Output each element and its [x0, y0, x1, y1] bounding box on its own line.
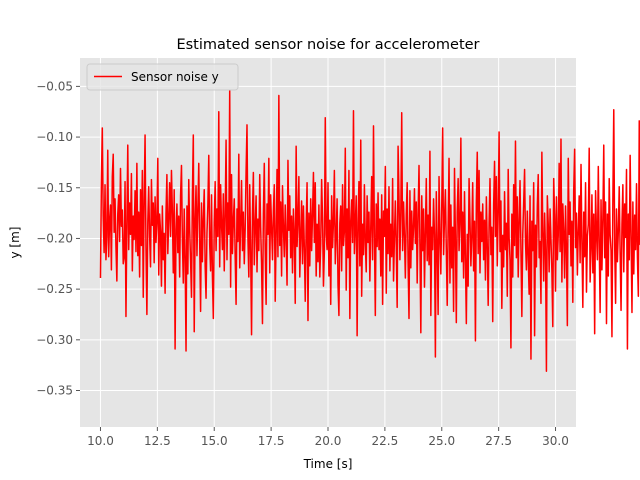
- x-tick-label: 30.0: [542, 434, 569, 448]
- legend: Sensor noise y: [86, 63, 239, 91]
- y-tick-label: −0.25: [36, 282, 73, 296]
- y-tick-label: −0.10: [36, 130, 73, 144]
- x-tick-label: 15.0: [201, 434, 228, 448]
- x-tick-label: 27.5: [485, 434, 512, 448]
- x-tick-label: 22.5: [372, 434, 399, 448]
- series-line-sensor-noise-y: [99, 89, 640, 372]
- chart-title: Estimated sensor noise for accelerometer: [176, 37, 479, 53]
- y-tick-label: −0.30: [36, 333, 73, 347]
- x-tick-label: 17.5: [258, 434, 285, 448]
- legend-label: Sensor noise y: [131, 70, 219, 84]
- x-tick-label: 20.0: [315, 434, 342, 448]
- y-tick-label: −0.15: [36, 181, 73, 195]
- y-tick-label: −0.05: [36, 79, 73, 93]
- y-axis-title: y [m]: [8, 227, 22, 259]
- axis-ticks: 10.0 12.5 15.0 17.5 20.0 22.5 25.0 27.5 30.0 −0.3…: [36, 79, 569, 448]
- x-tick-label: 10.0: [87, 434, 114, 448]
- series-layer: [99, 89, 640, 372]
- x-tick-label: 12.5: [144, 434, 171, 448]
- y-tick-label: −0.35: [36, 384, 73, 398]
- x-tick-label: 25.0: [428, 434, 455, 448]
- legend-box: [86, 63, 239, 91]
- y-tick-label: −0.20: [36, 231, 73, 245]
- x-axis-title: Time [s]: [303, 457, 353, 471]
